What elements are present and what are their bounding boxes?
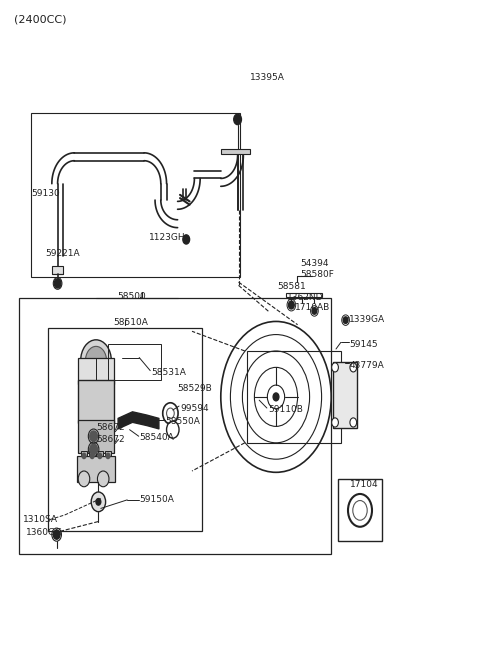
Circle shape: [54, 279, 61, 288]
Text: 58580F: 58580F: [300, 270, 334, 279]
Bar: [81, 451, 87, 461]
Circle shape: [90, 453, 94, 459]
Circle shape: [288, 301, 294, 309]
Bar: [333, 362, 357, 428]
Bar: [247, 351, 341, 443]
Text: 58672: 58672: [96, 435, 125, 444]
Circle shape: [332, 363, 338, 372]
Text: 1123GH: 1123GH: [149, 233, 185, 242]
Circle shape: [90, 431, 97, 441]
Bar: [78, 380, 114, 423]
Circle shape: [85, 346, 107, 375]
Circle shape: [167, 408, 174, 419]
Text: 58510A: 58510A: [113, 318, 148, 327]
Bar: [19, 298, 331, 554]
Circle shape: [53, 530, 60, 539]
Text: 1360GG: 1360GG: [26, 528, 63, 537]
Bar: [52, 266, 63, 274]
Text: 58500: 58500: [118, 292, 146, 301]
Circle shape: [350, 418, 357, 427]
Bar: [78, 358, 114, 384]
Text: 58581: 58581: [277, 282, 306, 291]
Text: 99594: 99594: [180, 403, 209, 413]
Text: 58550A: 58550A: [166, 417, 201, 426]
Circle shape: [332, 418, 338, 427]
Circle shape: [98, 453, 102, 459]
Circle shape: [312, 308, 317, 314]
Circle shape: [96, 499, 101, 505]
Circle shape: [273, 393, 279, 401]
Text: 1339GA: 1339GA: [349, 315, 385, 324]
Text: 58531A: 58531A: [151, 368, 186, 377]
Circle shape: [350, 363, 357, 372]
Text: 59110B: 59110B: [268, 405, 303, 415]
Circle shape: [90, 444, 97, 455]
Circle shape: [183, 235, 190, 244]
Text: 59221A: 59221A: [46, 249, 80, 258]
Bar: [31, 113, 240, 277]
Text: 13395A: 13395A: [250, 73, 285, 82]
Circle shape: [343, 317, 348, 323]
Circle shape: [106, 453, 110, 459]
Circle shape: [163, 403, 178, 424]
Bar: [105, 451, 111, 461]
Text: 1710AB: 1710AB: [295, 303, 330, 312]
Circle shape: [91, 492, 106, 512]
Text: 43779A: 43779A: [349, 361, 384, 370]
Text: 58672: 58672: [96, 423, 125, 432]
Bar: [48, 328, 202, 531]
Text: 58540A: 58540A: [139, 433, 174, 442]
Text: 59130: 59130: [31, 189, 60, 198]
Text: 59150A: 59150A: [139, 495, 174, 504]
Text: 58529B: 58529B: [178, 384, 212, 393]
Bar: [77, 456, 115, 482]
Circle shape: [81, 340, 111, 382]
Text: 1362ND: 1362ND: [287, 293, 324, 302]
Text: 1310SA: 1310SA: [23, 515, 58, 524]
Circle shape: [78, 471, 90, 487]
Bar: [338, 479, 382, 541]
Circle shape: [167, 421, 179, 438]
Circle shape: [234, 114, 241, 125]
Circle shape: [97, 471, 109, 487]
Bar: [96, 451, 103, 461]
Text: 59145: 59145: [349, 340, 378, 349]
Bar: [221, 149, 250, 154]
Text: 17104: 17104: [350, 480, 379, 489]
Text: (2400CC): (2400CC): [14, 14, 67, 24]
Bar: [89, 451, 96, 461]
Bar: [108, 344, 161, 380]
Text: 54394: 54394: [300, 259, 328, 268]
Bar: [78, 420, 114, 453]
Bar: [286, 293, 322, 297]
Circle shape: [82, 453, 86, 459]
